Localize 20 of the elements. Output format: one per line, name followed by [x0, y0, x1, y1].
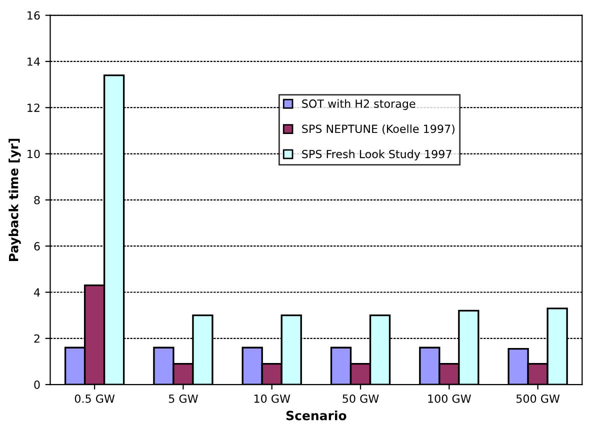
x-tick-label: 10 GW	[254, 394, 290, 403]
x-tick-label: 0.5 GW	[74, 394, 115, 403]
y-tick-label: 14	[28, 58, 40, 66]
y-axis-title: Payback time [yr]	[8, 138, 21, 261]
y-tick-label: 8	[34, 196, 40, 204]
legend-label: SOT with H2 storage	[302, 99, 416, 110]
x-tick-label: 500 GW	[516, 394, 560, 403]
x-tick-label: 50 GW	[342, 394, 379, 403]
legend-label: SPS Fresh Look Study 1997	[302, 150, 452, 160]
y-tick-label: 2	[34, 334, 40, 343]
legend-label: SPS NEPTUNE (Koelle 1997)	[302, 124, 454, 134]
y-tick-label: 16	[28, 11, 40, 20]
y-tick-label: 10	[28, 150, 40, 158]
y-tick-label: 12	[28, 104, 40, 112]
y-tick-label: 4	[34, 288, 40, 296]
y-tick-label: 6	[34, 242, 40, 250]
x-axis-title: Scenario	[286, 410, 346, 420]
x-tick-label: 100 GW	[428, 394, 471, 403]
y-tick-label: 0	[34, 380, 40, 389]
x-tick-label: 5 GW	[168, 394, 198, 403]
